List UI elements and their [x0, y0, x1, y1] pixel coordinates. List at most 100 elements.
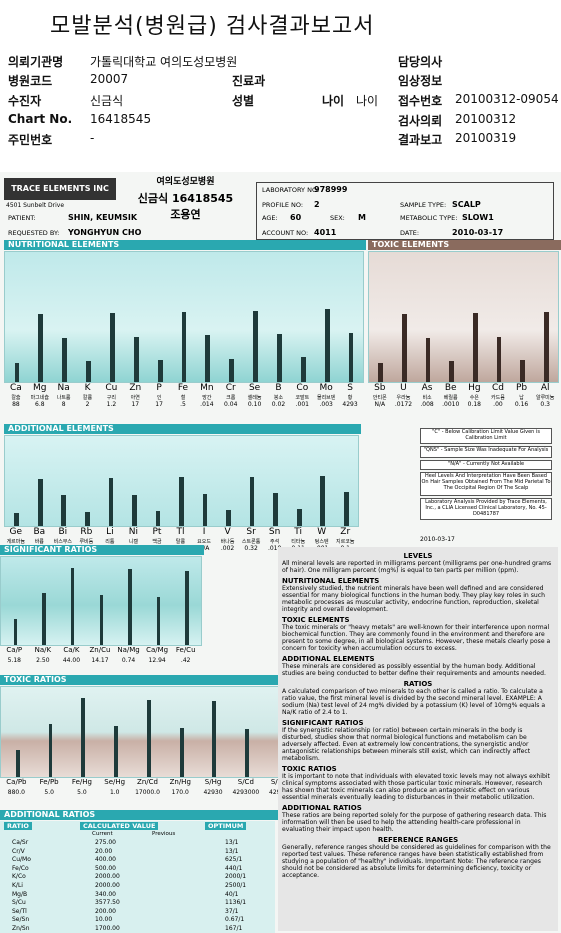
element-name: 탈륨: [175, 539, 186, 545]
ratio-result: .42: [180, 657, 191, 664]
ratio-name: Ca/Mg: [146, 646, 169, 654]
element-name: 카드뮴: [491, 395, 505, 401]
bar: [128, 569, 132, 645]
element-result: .0172: [394, 401, 413, 408]
element-name: 아연: [130, 395, 140, 401]
table-cell: 40/1: [225, 890, 239, 898]
bar: [296, 508, 302, 526]
element-symbol: Sn: [268, 527, 281, 537]
bar: [185, 571, 189, 645]
bar: [300, 357, 306, 382]
element-symbol: Zn: [129, 383, 142, 393]
note-text: Generally, reference ranges should be co…: [282, 844, 551, 879]
element-name: 인: [156, 395, 162, 401]
lab-field-label: REQUESTED BY:: [8, 229, 60, 237]
bar: [179, 727, 184, 777]
bar: [13, 618, 18, 645]
element-symbol: Ca: [10, 383, 22, 393]
element-symbol: Mo: [319, 383, 333, 393]
lab-field-label: SEX:: [330, 214, 345, 222]
element-name: 우라늄: [396, 395, 411, 401]
element-name: 주석: [270, 539, 280, 545]
lab-field-value: SCALP: [452, 200, 481, 209]
field-label: 병원코드: [8, 74, 53, 88]
bar: [229, 358, 235, 382]
element-symbol: Rb: [80, 527, 93, 537]
element-name: 망간: [202, 395, 212, 401]
element-name: 바륨: [34, 539, 44, 545]
ratio-name: Na/K: [34, 646, 52, 654]
element-name: 베릴륨: [443, 395, 458, 401]
element-symbol: Pt: [152, 527, 162, 537]
stamp-text: 신금식 16418545: [137, 192, 234, 205]
ratio-result: 2.50: [36, 657, 50, 664]
element-symbol: Al: [540, 383, 550, 393]
table-cell: 400.00: [95, 856, 116, 864]
bar: [245, 729, 250, 777]
panel-chart: [0, 556, 202, 646]
element-symbol: Fe: [177, 383, 189, 393]
bar: [472, 313, 478, 382]
element-symbol: Be: [444, 383, 457, 393]
lab-field-label: ACCOUNT NO:: [262, 229, 309, 237]
ratio-name: Fe/Hg: [71, 778, 92, 786]
element-name: 요오드: [197, 539, 211, 545]
table-cell: 1136/1: [225, 899, 247, 907]
table-cell: S/Cu: [12, 899, 26, 907]
lab-field-value: 4011: [314, 228, 337, 237]
lab-field-label: METABOLIC TYPE:: [400, 214, 458, 222]
bar: [253, 310, 258, 382]
panel-header: SIGNIFICANT RATIOS: [0, 545, 204, 555]
bar: [48, 723, 53, 777]
element-result: 4293: [342, 401, 358, 408]
table-cell: 13/1: [225, 839, 239, 846]
ratio-name: Ca/K: [63, 646, 80, 654]
note-text: All mineral levels are reported in milli…: [282, 560, 552, 574]
field-value: -: [90, 131, 95, 145]
element-name: 나트륨: [56, 395, 71, 401]
bar: [132, 494, 137, 526]
bar: [202, 493, 208, 526]
element-name: 백금: [152, 539, 162, 545]
element-symbol: Hg: [468, 383, 481, 393]
table-cell: 1700.00: [95, 925, 120, 932]
element-symbol: Li: [106, 527, 114, 537]
panel-chart: [368, 251, 559, 383]
bar: [226, 509, 231, 526]
element-name: 안티몬: [372, 395, 387, 401]
element-symbol: Ni: [128, 527, 139, 537]
table-cell: Se/Tl: [12, 907, 27, 915]
ratio-result: 14.17: [91, 657, 109, 664]
element-result: .010: [267, 545, 282, 552]
ratio-name: Se/Hg: [104, 778, 126, 786]
table-cell: 440/1: [225, 864, 243, 872]
element-name: 리튬: [105, 539, 115, 545]
element-symbol: V: [224, 527, 231, 537]
table-cell: 200.00: [95, 907, 116, 915]
field-label: 임상정보: [398, 74, 443, 88]
lab-field-label: SAMPLE TYPE:: [400, 201, 447, 209]
element-name: 크롬: [226, 395, 236, 401]
bar: [110, 313, 115, 382]
ratio-name: S/Cd: [237, 778, 254, 786]
element-name: 비소: [422, 395, 432, 401]
field-value: 신금식: [90, 94, 124, 108]
table-cell: 2500/1: [225, 882, 247, 889]
stamp-text: 여의도성모병원: [156, 177, 215, 187]
table-cell: K/Co: [12, 873, 26, 881]
field-value: 가톨릭대학교 여의도성모병원: [90, 55, 238, 69]
table-subheader: Current: [92, 831, 113, 837]
bar: [320, 475, 326, 526]
element-result: .0010: [442, 401, 460, 408]
bar: [14, 512, 20, 526]
element-name: 티타늄: [291, 539, 306, 545]
element-symbol: Pb: [515, 383, 528, 393]
field-label: 주민번호: [8, 133, 53, 147]
bar: [378, 362, 384, 382]
bar: [86, 361, 91, 382]
ratio-result: 170.0: [171, 789, 189, 796]
field-label: 성별: [232, 94, 255, 108]
field-value: 20007: [90, 72, 129, 86]
bar: [99, 594, 103, 645]
bar: [157, 359, 163, 382]
